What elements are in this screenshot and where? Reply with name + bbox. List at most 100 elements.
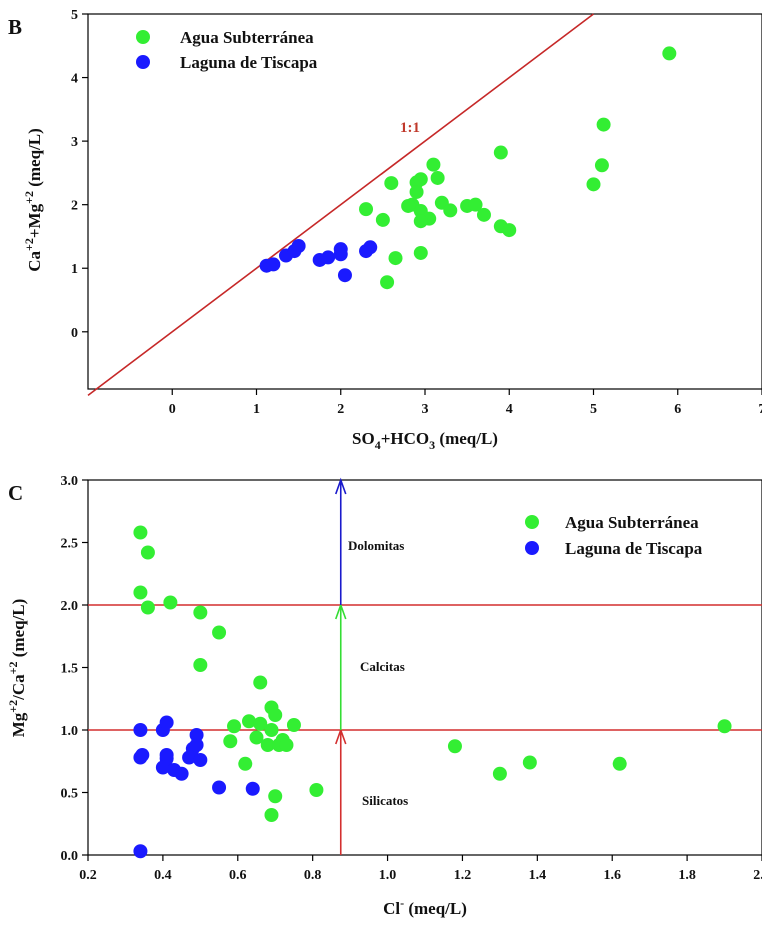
zone-label-silicatos: Silicatos xyxy=(362,793,408,808)
agua-point xyxy=(242,714,257,729)
agua-point xyxy=(375,212,390,227)
laguna-point xyxy=(189,738,204,752)
x-tick-label: 5 xyxy=(590,402,597,417)
agua-point xyxy=(662,46,677,61)
x-tick-label: 2 xyxy=(337,402,344,417)
panel-b-label: B xyxy=(8,15,22,39)
panel-c-legend: Agua Subterránea Laguna de Tiscapa xyxy=(525,513,703,558)
laguna-point xyxy=(193,753,208,767)
y-tick-label: 0 xyxy=(71,326,78,341)
y-tick-label: 2 xyxy=(71,199,78,214)
laguna-point xyxy=(174,766,189,781)
x-tick-label: 1.4 xyxy=(529,868,547,883)
agua-point xyxy=(253,675,268,690)
agua-point xyxy=(717,719,732,734)
legend-c-agua-marker xyxy=(525,515,539,529)
x-tick-label: 0 xyxy=(169,402,176,417)
legend-c-laguna-marker xyxy=(525,541,539,555)
agua-point xyxy=(193,658,208,672)
y-tick-label: 2.5 xyxy=(61,537,79,552)
agua-point xyxy=(223,734,238,749)
laguna-point xyxy=(159,715,174,730)
x-tick-label: 4 xyxy=(506,402,513,417)
agua-point xyxy=(522,755,537,770)
zone-arrow-head xyxy=(334,477,347,495)
x-tick-label: 0.4 xyxy=(154,868,172,883)
legend-c-laguna-label: Laguna de Tiscapa xyxy=(565,539,703,558)
agua-point xyxy=(268,708,283,722)
agua-point xyxy=(492,766,507,781)
laguna-point xyxy=(321,250,336,265)
x-tick-label: 1.6 xyxy=(603,868,621,883)
agua-point xyxy=(596,117,611,132)
laguna-point xyxy=(135,748,150,762)
agua-point xyxy=(260,738,275,752)
laguna-point xyxy=(133,844,148,859)
panel-b-one-to-one-line-group xyxy=(87,13,594,396)
panel-c-x-axis-title: Cl- (meq/L) xyxy=(383,896,467,918)
zone-label-calcitas: Calcitas xyxy=(360,659,405,674)
laguna-point xyxy=(245,781,260,796)
laguna-point xyxy=(133,723,148,737)
legend-b-laguna-marker xyxy=(136,55,150,69)
agua-point xyxy=(238,756,253,771)
agua-point xyxy=(279,738,294,752)
agua-point xyxy=(193,605,208,620)
x-tick-label: 0.6 xyxy=(229,868,247,883)
agua-point xyxy=(586,177,601,192)
laguna-point xyxy=(363,240,378,255)
agua-point xyxy=(594,158,609,173)
laguna-point xyxy=(189,728,204,742)
panel-c-threshold-lines xyxy=(88,604,762,731)
panel-c-chart: 0.2 0.4 0.6 0.8 1.0 1.2 1.4 1.6 1.8 2.0 0.0 0.5 1.0 1… xyxy=(6,474,762,918)
panel-c-ticks: 0.2 0.4 0.6 0.8 1.0 1.2 1.4 1.6 1.8 2.0 0.0 0.5 1.0 1… xyxy=(61,474,762,883)
x-tick-label: 1.0 xyxy=(379,868,397,883)
panel-c-plot-frame xyxy=(87,479,762,856)
zone-label-dolomitas: Dolomitas xyxy=(348,538,404,553)
agua-point xyxy=(493,145,508,160)
panel-c-y-axis-title: Mg+2/Ca+2 (meq/L) xyxy=(6,599,28,738)
agua-point xyxy=(249,730,264,745)
x-tick-label: 0.2 xyxy=(79,868,97,883)
agua-point xyxy=(502,223,517,238)
agua-point xyxy=(384,176,399,191)
y-tick-label: 3.0 xyxy=(61,474,79,489)
x-tick-label: 1.8 xyxy=(678,868,696,883)
agua-point xyxy=(286,718,301,732)
laguna-point xyxy=(159,748,174,762)
y-tick-label: 4 xyxy=(71,72,78,87)
agua-point xyxy=(612,756,627,771)
agua-point xyxy=(133,525,148,540)
agua-point xyxy=(140,600,155,615)
x-tick-label: 1.2 xyxy=(454,868,472,883)
panel-b-chart: 0 1 2 3 4 5 6 7 0 1 2 3 4 5 B 1:1 Agua Subterránea La… xyxy=(8,8,762,452)
agua-point xyxy=(430,170,445,185)
agua-point xyxy=(413,214,428,229)
legend-b-laguna-label: Laguna de Tiscapa xyxy=(180,53,318,72)
y-tick-label: 3 xyxy=(71,135,78,150)
panel-b-points xyxy=(259,46,677,290)
panel-b-x-axis-title: SO4+HCO3 (meq/L) xyxy=(352,429,498,452)
legend-c-agua-label: Agua Subterránea xyxy=(565,513,699,532)
x-tick-label: 1 xyxy=(253,402,260,417)
laguna-point xyxy=(212,780,227,795)
panel-c-zone-arrows xyxy=(334,477,347,855)
agua-point xyxy=(163,595,178,610)
y-tick-label: 1.5 xyxy=(61,662,79,677)
agua-point xyxy=(476,207,491,222)
agua-point xyxy=(227,719,242,734)
agua-point xyxy=(380,275,395,290)
agua-point xyxy=(253,716,268,731)
agua-point xyxy=(413,172,428,187)
laguna-point xyxy=(266,257,281,272)
agua-point xyxy=(468,197,483,212)
agua-point xyxy=(268,789,283,804)
panel-c-points xyxy=(133,525,732,859)
one-to-one-line xyxy=(87,13,594,396)
y-tick-label: 1.0 xyxy=(61,724,79,739)
agua-point xyxy=(264,723,279,737)
agua-point xyxy=(447,739,462,754)
laguna-point xyxy=(337,268,352,283)
laguna-point xyxy=(155,760,170,775)
